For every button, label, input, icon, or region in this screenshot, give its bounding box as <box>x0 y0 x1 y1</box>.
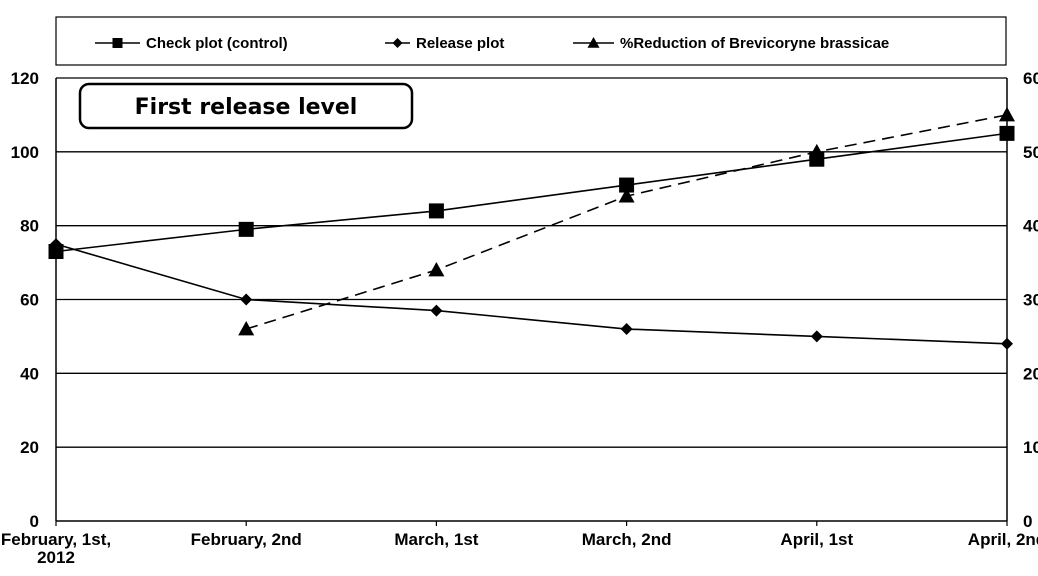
y-tick-label-right: 40 <box>1023 217 1038 236</box>
data-point <box>240 293 253 306</box>
x-tick-label: April, 1st <box>780 530 853 549</box>
y-tick-label-right: 50 <box>1023 143 1038 162</box>
annotation: First release level <box>78 82 414 130</box>
series-line <box>245 114 1008 330</box>
legend-label: Release plot <box>416 35 504 52</box>
series-line <box>55 243 1008 345</box>
data-point <box>238 321 255 336</box>
y-tick-label-left: 100 <box>11 143 39 162</box>
annotation-box <box>78 82 414 130</box>
data-point <box>428 261 445 277</box>
data-point <box>808 143 825 159</box>
series-square <box>48 125 1015 260</box>
data-point <box>50 238 62 251</box>
x-tick-label: March, 1st <box>394 530 478 549</box>
legend-label: Check plot (control) <box>146 35 288 52</box>
legend-marker <box>392 38 403 48</box>
data-point <box>430 304 443 317</box>
data-point <box>48 244 64 260</box>
series-layer <box>48 106 1015 350</box>
x-tick-label: February, 2nd <box>191 530 302 549</box>
data-point <box>619 177 635 193</box>
x-tick-label: March, 2nd <box>582 530 672 549</box>
y-tick-label-left: 80 <box>20 217 39 236</box>
axes: 0 20 40 60 80 100 120 0 10 20 30 40 50 60 February, 1s… <box>1 69 1038 567</box>
data-point <box>1001 337 1013 350</box>
legend-label: %Reduction of Brevicoryne brassicae <box>620 35 889 52</box>
data-point <box>999 125 1015 141</box>
y-tick-label-left: 120 <box>11 69 39 88</box>
annotation-text: First release level <box>135 95 358 120</box>
legend-box <box>55 16 1007 66</box>
y-tick-label-right: 20 <box>1023 364 1038 383</box>
gridlines <box>56 77 1007 448</box>
y-tick-label-left: 20 <box>20 438 39 457</box>
x-tick-label: April, 2nd <box>968 530 1038 549</box>
y-tick-label-right: 10 <box>1023 438 1038 457</box>
legend: Check plot (control) Release plot %Reducti… <box>55 16 1007 66</box>
data-point <box>428 203 444 219</box>
data-point <box>810 330 823 343</box>
y-tick-label-left: 0 <box>30 512 39 531</box>
series-line <box>55 132 1008 253</box>
legend-marker <box>587 37 600 48</box>
data-point <box>238 221 254 237</box>
series-diamond <box>50 238 1013 350</box>
data-point <box>618 188 635 203</box>
series-triangle <box>238 106 1015 336</box>
y-tick-label-right: 60 <box>1023 69 1038 88</box>
legend-marker <box>112 38 123 48</box>
data-point <box>620 323 633 336</box>
x-tick-label: February, 1st, 2012 <box>1 530 111 567</box>
y-tick-label-left: 60 <box>20 291 39 310</box>
y-tick-label-right: 0 <box>1023 512 1032 531</box>
y-tick-label-left: 40 <box>20 364 39 383</box>
data-point <box>999 106 1015 122</box>
y-tick-label-right: 30 <box>1023 291 1038 310</box>
